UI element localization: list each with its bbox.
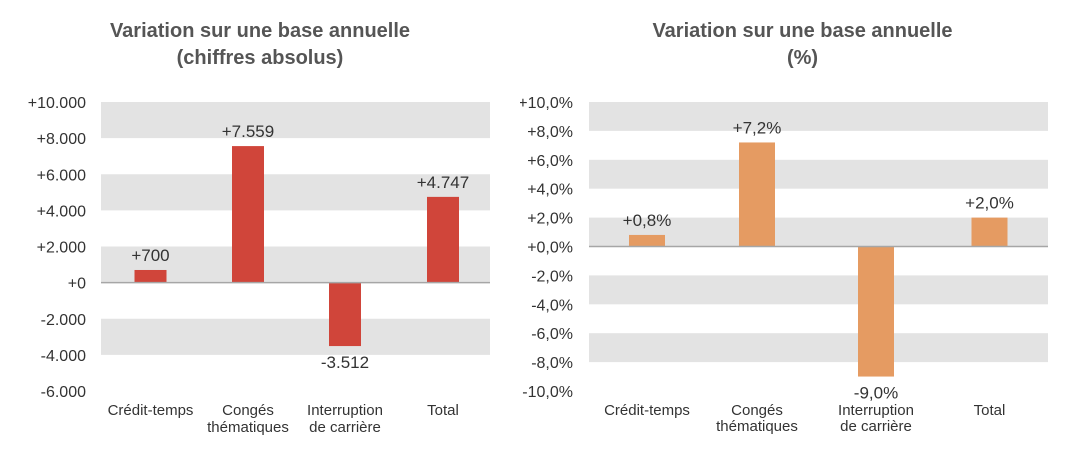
category-label: Crédit-temps xyxy=(604,402,690,419)
y-tick-label: +2.000 xyxy=(37,240,86,257)
y-tick-label: +8,0% xyxy=(527,124,573,141)
y-tick-label: +10.000 xyxy=(28,95,86,112)
y-tick-label: +2,0% xyxy=(527,211,573,228)
category-label: Crédit-temps xyxy=(108,402,194,419)
chart-percent-plot: +10,0% +8,0% +6,0% +4,0% +2,0% +0,0% -2,0% -4,0… xyxy=(520,95,1048,435)
y-tick-label: +6,0% xyxy=(527,153,573,170)
grid-band xyxy=(589,102,1048,131)
bar xyxy=(232,146,264,283)
bar xyxy=(329,282,361,347)
data-label: +0,8% xyxy=(623,211,672,230)
y-tick-label: +0,0% xyxy=(527,240,573,257)
data-label: +2,0% xyxy=(965,194,1014,213)
grid-band xyxy=(589,333,1048,363)
y-tick-label: +8.000 xyxy=(37,131,86,148)
data-label: -3.512 xyxy=(321,353,369,372)
y-tick-label: +0 xyxy=(68,276,86,293)
data-label: +7,2% xyxy=(733,118,782,137)
y-tick-label: +4,0% xyxy=(527,182,573,199)
category-label: Total xyxy=(974,402,1006,419)
grid-band xyxy=(589,275,1048,305)
chart-percent: Variation sur une base annuelle (%) +10,… xyxy=(520,0,1085,465)
y-tick-label: +4.000 xyxy=(37,203,86,220)
chart-title-line: Variation sur une base annuelle xyxy=(652,20,953,42)
bar xyxy=(739,142,775,247)
bar xyxy=(971,217,1008,247)
category-label: Congés thématiques xyxy=(207,402,289,436)
bar xyxy=(427,196,459,283)
bar xyxy=(134,269,167,283)
grid-band xyxy=(101,102,490,139)
grid-band xyxy=(101,174,490,211)
y-tick-label: -4,0% xyxy=(531,297,573,314)
y-tick-label: -10,0% xyxy=(522,384,573,401)
chart-subtitle: (chiffres absolus) xyxy=(176,47,344,69)
y-tick-label: -6.000 xyxy=(41,384,86,401)
category-label: Interruption de carrière xyxy=(838,402,914,435)
y-tick-label: +6.000 xyxy=(37,167,86,184)
chart-title: Variation sur une base annuelle (chiffre… xyxy=(0,18,520,72)
category-label: Congés thématiques xyxy=(716,402,798,435)
bar xyxy=(629,234,665,247)
category-label: Total xyxy=(427,402,459,419)
bar xyxy=(858,246,894,377)
chart-title-line: Variation sur une base annuelle xyxy=(109,20,411,42)
data-label: +7.559 xyxy=(222,122,274,141)
grid-band xyxy=(101,318,490,355)
chart-absolute-plot: +10.000 +8.000 +6.000 +4.000 +2.000 +0 -2.000 -… xyxy=(28,95,490,436)
category-label: Interruption de carrière xyxy=(307,402,383,436)
y-tick-label: -2.000 xyxy=(41,312,86,329)
data-label: -9,0% xyxy=(854,384,898,403)
chart-absolute: Variation sur une base annuelle (chiffre… xyxy=(0,0,520,465)
y-tick-label: -6,0% xyxy=(531,326,573,343)
y-tick-label: -2,0% xyxy=(531,268,573,285)
data-label: +700 xyxy=(131,246,169,265)
data-label: +4.747 xyxy=(417,173,469,192)
y-tick-label: -8,0% xyxy=(531,355,573,372)
chart-title: Variation sur une base annuelle (%) xyxy=(520,18,1085,72)
grid-band xyxy=(589,159,1048,189)
y-tick-label: -4.000 xyxy=(41,348,86,365)
y-tick-label: +10,0% xyxy=(520,95,573,112)
chart-subtitle: (%) xyxy=(786,47,819,69)
